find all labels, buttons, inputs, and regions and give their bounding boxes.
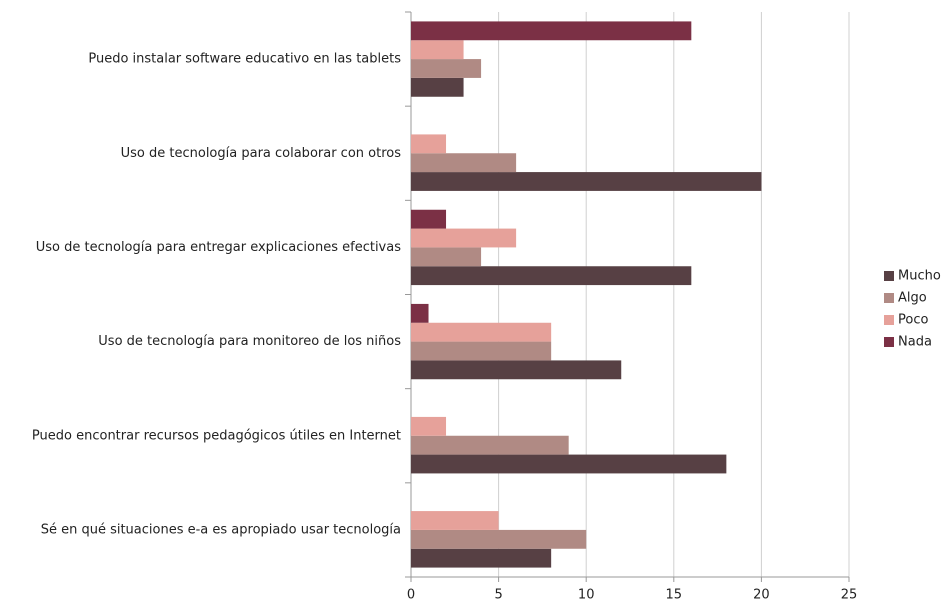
bar (411, 209, 447, 229)
bar (411, 548, 552, 568)
y-tick-label: Uso de tecnología para entregar explicac… (36, 240, 401, 255)
legend-swatch (884, 293, 894, 303)
legend-label: Algo (898, 291, 927, 306)
bar (411, 435, 569, 455)
bar (411, 153, 517, 173)
bar (411, 228, 517, 248)
bar (411, 454, 727, 474)
x-tick-label: 25 (841, 588, 858, 603)
bar (411, 266, 692, 286)
bar (411, 303, 429, 323)
bar (411, 322, 552, 342)
bar (411, 416, 447, 436)
bar (411, 341, 552, 361)
bar (411, 360, 622, 380)
x-tick-label: 20 (753, 588, 770, 603)
bar (411, 529, 587, 549)
bar (411, 21, 692, 41)
legend-swatch (884, 315, 894, 325)
x-tick-label: 10 (578, 588, 595, 603)
bar (411, 511, 499, 530)
bar (411, 134, 447, 154)
bar (411, 40, 464, 60)
bar (411, 172, 762, 191)
legend-label: Nada (898, 335, 932, 350)
x-tick-label: 0 (407, 588, 415, 603)
legend-label: Mucho (898, 269, 941, 284)
bar (411, 247, 482, 267)
bar (411, 77, 464, 97)
y-tick-label: Uso de tecnología para monitoreo de los … (98, 334, 401, 349)
y-tick-label: Puedo encontrar recursos pedagógicos úti… (32, 428, 401, 443)
y-tick-label: Uso de tecnología para colaborar con otr… (121, 146, 402, 161)
legend-swatch (884, 271, 894, 281)
y-tick-label: Puedo instalar software educativo en las… (88, 52, 401, 67)
y-tick-label: Sé en qué situaciones e-a es apropiado u… (41, 522, 401, 537)
bar (411, 59, 482, 78)
x-tick-label: 15 (666, 588, 683, 603)
x-tick-label: 5 (494, 588, 502, 603)
legend-swatch (884, 337, 894, 347)
legend-label: Poco (898, 313, 928, 328)
